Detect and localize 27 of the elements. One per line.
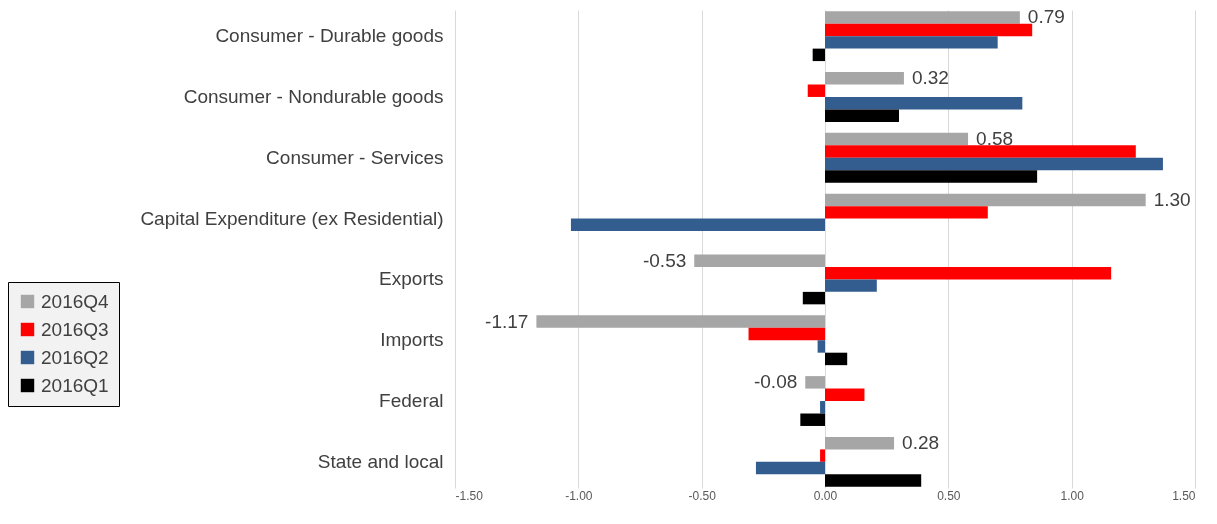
x-tick-label: 1.00 [1060, 488, 1085, 503]
x-tick-label: 1.50 [1172, 488, 1196, 503]
legend-label: 2016Q4 [41, 290, 110, 312]
data-label: -0.53 [642, 249, 687, 271]
x-tick-label: 0.50 [937, 488, 961, 503]
y-tick-label: State and local [317, 450, 444, 472]
x-tick-label: -1.00 [565, 488, 593, 503]
y-tick-label: Consumer - Durable goods [215, 25, 444, 47]
data-label: 0.32 [911, 67, 949, 89]
legend-label: 2016Q1 [41, 374, 109, 396]
data-label: 1.30 [1153, 188, 1191, 210]
y-tick-label: Consumer - Services [266, 146, 444, 168]
y-tick-label: Consumer - Nondurable goods [183, 85, 444, 107]
y-tick-label: Imports [380, 329, 444, 351]
data-label: 0.79 [1027, 6, 1065, 28]
x-tick-label: 0.00 [813, 488, 838, 503]
legend-label: 2016Q2 [41, 346, 109, 368]
data-label: 0.58 [976, 128, 1014, 150]
data-label: -0.08 [753, 371, 798, 393]
y-tick-label: Capital Expenditure (ex Residential) [140, 207, 444, 229]
y-tick-label: Federal [379, 390, 444, 412]
legend-label: 2016Q3 [41, 318, 109, 340]
data-label: -1.17 [485, 310, 529, 332]
data-label: 0.28 [902, 432, 940, 454]
y-tick-label: Exports [379, 268, 444, 290]
x-tick-label: -0.50 [688, 488, 717, 503]
x-tick-label: -1.50 [455, 488, 484, 503]
